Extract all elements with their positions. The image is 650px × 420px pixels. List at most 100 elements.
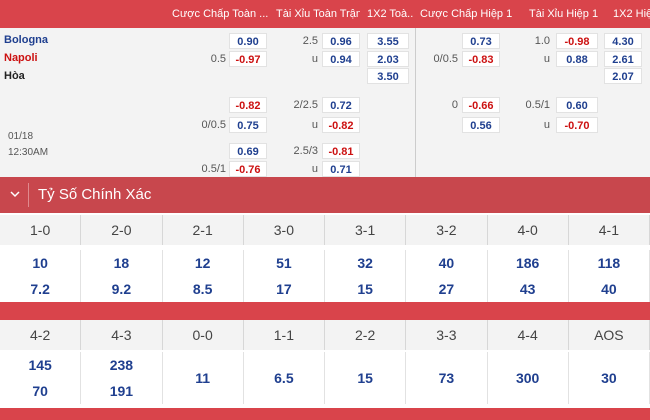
odds-value-h1-over[interactable]: 0.88 bbox=[556, 51, 598, 67]
score-header-row-1: 1-0 2-0 2-1 3-0 3-1 3-2 4-0 4-1 bbox=[0, 215, 650, 245]
odds-value-x12[interactable]: 2.03 bbox=[367, 51, 409, 67]
home-team[interactable]: Bologna bbox=[4, 34, 48, 46]
score-label: 4-0 bbox=[488, 215, 569, 245]
odds-value-hc-home[interactable]: 0.69 bbox=[229, 143, 267, 159]
odds-value-h1-home[interactable]: -0.83 bbox=[462, 51, 500, 67]
score-odds-value[interactable]: 6.5 bbox=[244, 352, 325, 404]
score-label: 4-2 bbox=[0, 320, 82, 350]
odds-value-h1-home[interactable]: 0.73 bbox=[462, 33, 500, 49]
score-label: 0-0 bbox=[163, 320, 244, 350]
score-odds-value[interactable]: 15 bbox=[325, 276, 407, 302]
score-bottom-bar bbox=[0, 408, 650, 420]
score-odds-value[interactable]: 8.5 bbox=[163, 276, 244, 302]
score-label: 2-1 bbox=[163, 215, 244, 245]
score-label: 4-4 bbox=[488, 320, 569, 350]
odds-value-hc-home[interactable]: 0.90 bbox=[229, 33, 267, 49]
score-odds-value[interactable]: 70 bbox=[0, 378, 82, 404]
odds-value-h1-over[interactable]: 0.60 bbox=[556, 97, 598, 113]
score-label: 4-3 bbox=[81, 320, 163, 350]
odds-value-ou-over[interactable]: 0.72 bbox=[322, 97, 360, 113]
half-divider bbox=[415, 28, 416, 177]
chevron-down-icon[interactable] bbox=[8, 187, 22, 201]
odds-line-h1-ou-line: 1.0 bbox=[534, 35, 550, 47]
odds-value-ou-over[interactable]: 0.71 bbox=[322, 161, 360, 177]
score-odds-value[interactable]: 43 bbox=[488, 276, 569, 302]
odds-value-hc-home[interactable]: -0.76 bbox=[229, 161, 267, 177]
score-odds-value[interactable]: 300 bbox=[488, 352, 569, 404]
odds-value-hc-home[interactable]: -0.82 bbox=[229, 97, 267, 113]
score-odds-value[interactable]: 118 bbox=[569, 250, 650, 276]
odds-value-x12[interactable]: 3.55 bbox=[367, 33, 409, 49]
odds-line-hc-line: 0.5 bbox=[210, 53, 226, 65]
col-1x2-full[interactable]: 1X2 Toà... bbox=[367, 8, 413, 20]
odds-line-ou-line: u bbox=[311, 119, 318, 131]
score-label: 3-2 bbox=[406, 215, 488, 245]
section-separator bbox=[28, 183, 29, 207]
score-odds-value[interactable]: 51 bbox=[244, 250, 325, 276]
score-odds-value[interactable]: 18 bbox=[81, 250, 163, 276]
away-team[interactable]: Napoli bbox=[4, 52, 38, 64]
col-handicap-h1[interactable]: Cược Chấp Hiệp 1 bbox=[420, 8, 513, 20]
odds-value-x12[interactable]: 3.50 bbox=[367, 68, 409, 84]
odds-line-ou-line: 2.5 bbox=[302, 35, 318, 47]
odds-value-ou-over[interactable]: -0.82 bbox=[322, 117, 360, 133]
match-date: 01/18 bbox=[8, 131, 34, 142]
score-odds-value[interactable]: 7.2 bbox=[0, 276, 82, 302]
score-odds-value[interactable]: 145 bbox=[0, 352, 82, 378]
score-odds-value[interactable]: 191 bbox=[81, 378, 163, 404]
score-label: 4-1 bbox=[569, 215, 650, 245]
col-1x2-h1[interactable]: 1X2 Hiệ bbox=[613, 8, 650, 20]
score-label: 2-2 bbox=[325, 320, 407, 350]
score-label: 1-0 bbox=[0, 215, 82, 245]
score-odds-value[interactable]: 40 bbox=[406, 250, 488, 276]
odds-value-hc-home[interactable]: -0.97 bbox=[229, 51, 267, 67]
odds-value-hc-home[interactable]: 0.75 bbox=[229, 117, 267, 133]
score-odds-value[interactable]: 10 bbox=[0, 250, 82, 276]
odds-line-ou-line: 2/2.5 bbox=[293, 99, 318, 111]
score-odds-value[interactable]: 238 bbox=[81, 352, 163, 378]
odds-value-h1-over[interactable]: -0.70 bbox=[556, 117, 598, 133]
odds-line-h1-ou-line: u bbox=[543, 53, 550, 65]
score-odds-value[interactable]: 12 bbox=[163, 250, 244, 276]
score-odds-value[interactable]: 186 bbox=[488, 250, 569, 276]
odds-value-h1-over[interactable]: -0.98 bbox=[556, 33, 598, 49]
draw-label: Hòa bbox=[4, 70, 25, 82]
odds-value-h1-home[interactable]: 0.56 bbox=[462, 117, 500, 133]
score-label: 3-0 bbox=[244, 215, 325, 245]
score-odds-value[interactable]: 17 bbox=[244, 276, 325, 302]
exact-score-section[interactable]: Tỷ Số Chính Xác bbox=[0, 177, 650, 213]
score-label: AOS bbox=[569, 320, 650, 350]
odds-line-ou-line: 2.5/3 bbox=[293, 145, 318, 157]
odds-header: Cược Chấp Toàn ... Tài Xỉu Toàn Trận 1X2… bbox=[0, 0, 650, 28]
score-odds-value[interactable]: 27 bbox=[406, 276, 488, 302]
score-odds-value[interactable]: 30 bbox=[569, 352, 650, 404]
odds-line-hc-line: 0.5/1 bbox=[201, 163, 226, 175]
score-odds-value[interactable]: 11 bbox=[163, 352, 244, 404]
col-overunder-full[interactable]: Tài Xỉu Toàn Trận bbox=[276, 8, 360, 20]
score-label: 1-1 bbox=[244, 320, 325, 350]
col-overunder-h1[interactable]: Tài Xỉu Hiệp 1 bbox=[529, 8, 599, 20]
score-header-row-2: 4-2 4-3 0-0 1-1 2-2 3-3 4-4 AOS bbox=[0, 320, 650, 350]
col-handicap-full[interactable]: Cược Chấp Toàn ... bbox=[172, 8, 268, 20]
score-label: 3-1 bbox=[325, 215, 407, 245]
odds-line-ou-line: u bbox=[311, 53, 318, 65]
odds-line-ou-line: u bbox=[311, 163, 318, 175]
odds-line-h1-ou-line: u bbox=[543, 119, 550, 131]
score-gap bbox=[0, 302, 650, 320]
odds-value-ou-over[interactable]: 0.94 bbox=[322, 51, 360, 67]
score-odds-value[interactable]: 73 bbox=[406, 352, 488, 404]
score-label: 2-0 bbox=[81, 215, 163, 245]
odds-line-h1-ou-line: 0.5/1 bbox=[525, 99, 550, 111]
odds-value-ou-over[interactable]: -0.81 bbox=[322, 143, 360, 159]
score-odds-value[interactable]: 32 bbox=[325, 250, 407, 276]
odds-value-h1-home[interactable]: -0.66 bbox=[462, 97, 500, 113]
odds-line-h1-line: 0/0.5 bbox=[433, 53, 458, 65]
odds-value-h1-x12[interactable]: 2.61 bbox=[604, 51, 642, 67]
odds-value-ou-over[interactable]: 0.96 bbox=[322, 33, 360, 49]
odds-line-hc-line: 0/0.5 bbox=[201, 119, 226, 131]
score-odds-value[interactable]: 40 bbox=[569, 276, 650, 302]
score-odds-value[interactable]: 15 bbox=[325, 352, 407, 404]
odds-value-h1-x12[interactable]: 2.07 bbox=[604, 68, 642, 84]
score-odds-value[interactable]: 9.2 bbox=[81, 276, 163, 302]
odds-value-h1-x12[interactable]: 4.30 bbox=[604, 33, 642, 49]
